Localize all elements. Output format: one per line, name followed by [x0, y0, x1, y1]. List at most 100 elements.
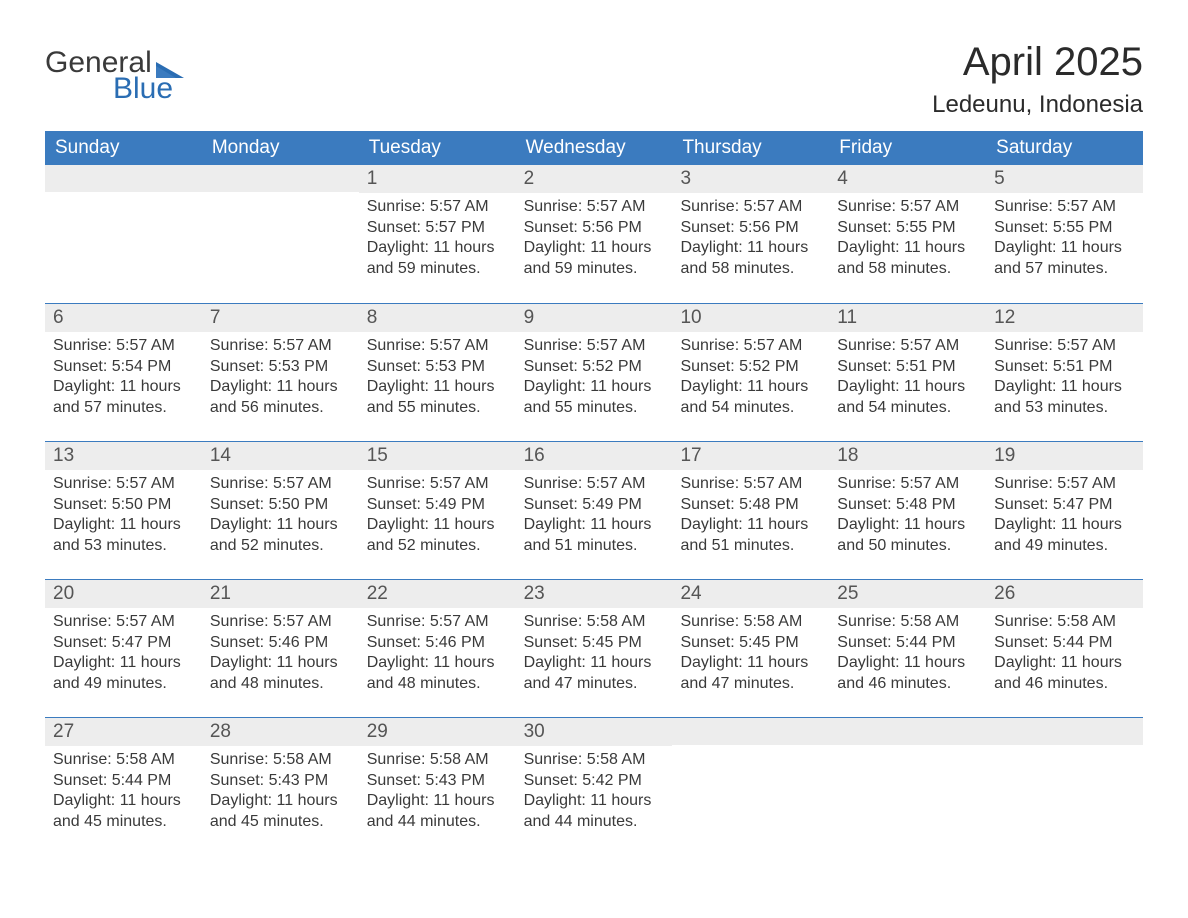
- day-number: 9: [516, 304, 673, 332]
- day-cell: 8Sunrise: 5:57 AMSunset: 5:53 PMDaylight…: [359, 304, 516, 441]
- day-body: Sunrise: 5:58 AMSunset: 5:44 PMDaylight:…: [829, 608, 986, 704]
- daylight-text: Daylight: 11 hours and 56 minutes.: [210, 377, 351, 418]
- day-body: Sunrise: 5:57 AMSunset: 5:50 PMDaylight:…: [45, 470, 202, 566]
- day-number: [986, 718, 1143, 745]
- day-cell: 7 Sunrise: 5:57 AMSunset: 5:53 PMDaylight…: [202, 304, 359, 441]
- sunrise-text: Sunrise: 5:58 AM: [524, 612, 665, 632]
- sunset-text: Sunset: 5:55 PM: [994, 218, 1135, 238]
- day-number: 29: [359, 718, 516, 746]
- sunset-text: Sunset: 5:44 PM: [53, 771, 194, 791]
- day-number: 15: [359, 442, 516, 470]
- sunrise-text: Sunrise: 5:57 AM: [367, 474, 508, 494]
- sunrise-text: Sunrise: 5:57 AM: [837, 474, 978, 494]
- sunrise-text: Sunrise: 5:58 AM: [53, 750, 194, 770]
- day-body: Sunrise: 5:57 AMSunset: 5:49 PMDaylight:…: [359, 470, 516, 566]
- sunrise-text: Sunrise: 5:57 AM: [53, 612, 194, 632]
- sunrise-text: Sunrise: 5:57 AM: [53, 336, 194, 356]
- daylight-text: Daylight: 11 hours and 55 minutes.: [367, 377, 508, 418]
- sunset-text: Sunset: 5:48 PM: [837, 495, 978, 515]
- day-number: 6: [45, 304, 202, 332]
- daylight-text: Daylight: 11 hours and 51 minutes.: [680, 515, 821, 556]
- month-title: April 2025: [932, 40, 1143, 85]
- day-body: Sunrise: 5:57 AMSunset: 5:50 PMDaylight:…: [202, 470, 359, 566]
- sunrise-text: Sunrise: 5:58 AM: [367, 750, 508, 770]
- sunrise-text: Sunrise: 5:57 AM: [994, 197, 1135, 217]
- day-cell: 30Sunrise: 5:58 AMSunset: 5:42 PMDayligh…: [516, 718, 673, 855]
- day-body: Sunrise: 5:57 AMSunset: 5:51 PMDaylight:…: [829, 332, 986, 428]
- daylight-text: Daylight: 11 hours and 53 minutes.: [994, 377, 1135, 418]
- day-body: Sunrise: 5:57 AMSunset: 5:56 PMDaylight:…: [672, 193, 829, 289]
- sunset-text: Sunset: 5:44 PM: [994, 633, 1135, 653]
- day-header-saturday: Saturday: [986, 131, 1143, 165]
- day-number: 25: [829, 580, 986, 608]
- day-cell: 26Sunrise: 5:58 AMSunset: 5:44 PMDayligh…: [986, 580, 1143, 717]
- sunset-text: Sunset: 5:54 PM: [53, 357, 194, 377]
- sunrise-text: Sunrise: 5:57 AM: [680, 336, 821, 356]
- day-number: [45, 165, 202, 192]
- sunrise-text: Sunrise: 5:57 AM: [367, 336, 508, 356]
- daylight-text: Daylight: 11 hours and 52 minutes.: [367, 515, 508, 556]
- day-number: 12: [986, 304, 1143, 332]
- sunrise-text: Sunrise: 5:57 AM: [837, 336, 978, 356]
- sunrise-text: Sunrise: 5:58 AM: [680, 612, 821, 632]
- daylight-text: Daylight: 11 hours and 51 minutes.: [524, 515, 665, 556]
- sunset-text: Sunset: 5:52 PM: [680, 357, 821, 377]
- day-cell: [986, 718, 1143, 855]
- day-number: 3: [672, 165, 829, 193]
- daylight-text: Daylight: 11 hours and 54 minutes.: [837, 377, 978, 418]
- sunset-text: Sunset: 5:53 PM: [210, 357, 351, 377]
- day-header-row: Sunday Monday Tuesday Wednesday Thursday…: [45, 131, 1143, 165]
- day-body: Sunrise: 5:57 AMSunset: 5:46 PMDaylight:…: [202, 608, 359, 704]
- daylight-text: Daylight: 11 hours and 52 minutes.: [210, 515, 351, 556]
- daylight-text: Daylight: 11 hours and 55 minutes.: [524, 377, 665, 418]
- day-number: 17: [672, 442, 829, 470]
- day-cell: 15Sunrise: 5:57 AMSunset: 5:49 PMDayligh…: [359, 442, 516, 579]
- daylight-text: Daylight: 11 hours and 44 minutes.: [367, 791, 508, 832]
- location: Ledeunu, Indonesia: [932, 91, 1143, 119]
- day-cell: 10Sunrise: 5:57 AMSunset: 5:52 PMDayligh…: [672, 304, 829, 441]
- sunrise-text: Sunrise: 5:57 AM: [524, 336, 665, 356]
- week-row: 20Sunrise: 5:57 AMSunset: 5:47 PMDayligh…: [45, 579, 1143, 717]
- title-block: April 2025 Ledeunu, Indonesia: [932, 40, 1143, 119]
- day-body: Sunrise: 5:58 AMSunset: 5:45 PMDaylight:…: [672, 608, 829, 704]
- day-number: 13: [45, 442, 202, 470]
- calendar: Sunday Monday Tuesday Wednesday Thursday…: [45, 131, 1143, 855]
- daylight-text: Daylight: 11 hours and 59 minutes.: [524, 238, 665, 279]
- sunset-text: Sunset: 5:53 PM: [367, 357, 508, 377]
- sunrise-text: Sunrise: 5:57 AM: [210, 474, 351, 494]
- day-body: Sunrise: 5:57 AMSunset: 5:46 PMDaylight:…: [359, 608, 516, 704]
- daylight-text: Daylight: 11 hours and 50 minutes.: [837, 515, 978, 556]
- day-number: 22: [359, 580, 516, 608]
- day-body: Sunrise: 5:57 AMSunset: 5:49 PMDaylight:…: [516, 470, 673, 566]
- day-body: Sunrise: 5:57 AMSunset: 5:54 PMDaylight:…: [45, 332, 202, 428]
- day-number: 4: [829, 165, 986, 193]
- day-number: 27: [45, 718, 202, 746]
- day-body: Sunrise: 5:57 AMSunset: 5:51 PMDaylight:…: [986, 332, 1143, 428]
- sunrise-text: Sunrise: 5:58 AM: [210, 750, 351, 770]
- sunset-text: Sunset: 5:51 PM: [994, 357, 1135, 377]
- daylight-text: Daylight: 11 hours and 49 minutes.: [994, 515, 1135, 556]
- day-number: 21: [202, 580, 359, 608]
- day-header-sunday: Sunday: [45, 131, 202, 165]
- day-header-tuesday: Tuesday: [359, 131, 516, 165]
- sunset-text: Sunset: 5:44 PM: [837, 633, 978, 653]
- sunrise-text: Sunrise: 5:57 AM: [524, 197, 665, 217]
- day-cell: [45, 165, 202, 303]
- page-header: General Blue April 2025 Ledeunu, Indones…: [45, 40, 1143, 119]
- day-cell: [202, 165, 359, 303]
- day-cell: 2Sunrise: 5:57 AMSunset: 5:56 PMDaylight…: [516, 165, 673, 303]
- day-number: 7: [202, 304, 359, 332]
- day-body: Sunrise: 5:58 AMSunset: 5:43 PMDaylight:…: [359, 746, 516, 842]
- daylight-text: Daylight: 11 hours and 49 minutes.: [53, 653, 194, 694]
- sunrise-text: Sunrise: 5:57 AM: [367, 197, 508, 217]
- daylight-text: Daylight: 11 hours and 58 minutes.: [680, 238, 821, 279]
- sunset-text: Sunset: 5:45 PM: [524, 633, 665, 653]
- daylight-text: Daylight: 11 hours and 58 minutes.: [837, 238, 978, 279]
- sunset-text: Sunset: 5:55 PM: [837, 218, 978, 238]
- sunrise-text: Sunrise: 5:57 AM: [210, 336, 351, 356]
- day-cell: 13Sunrise: 5:57 AMSunset: 5:50 PMDayligh…: [45, 442, 202, 579]
- sunset-text: Sunset: 5:46 PM: [210, 633, 351, 653]
- day-body: Sunrise: 5:57 AMSunset: 5:48 PMDaylight:…: [672, 470, 829, 566]
- daylight-text: Daylight: 11 hours and 46 minutes.: [837, 653, 978, 694]
- day-cell: 14Sunrise: 5:57 AMSunset: 5:50 PMDayligh…: [202, 442, 359, 579]
